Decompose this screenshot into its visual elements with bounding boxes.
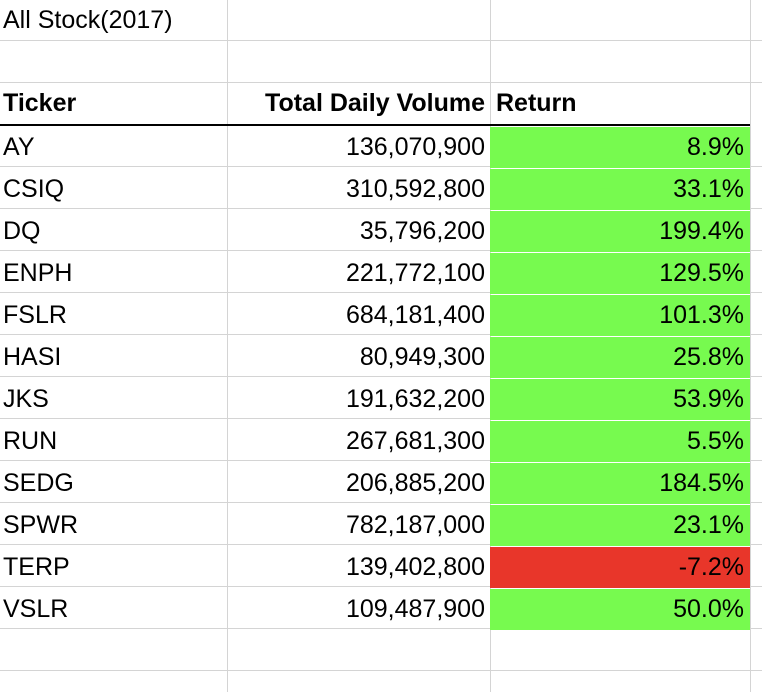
ticker-cell[interactable]: AY — [3, 133, 35, 161]
row-divider — [0, 586, 762, 587]
volume-cell[interactable]: 267,681,300 — [345, 427, 485, 455]
return-cell-positive[interactable]: 50.0% — [490, 589, 750, 630]
return-cell-positive[interactable]: 129.5% — [490, 253, 750, 294]
column-divider-a-b — [227, 0, 228, 692]
ticker-cell[interactable]: DQ — [3, 217, 41, 245]
volume-cell[interactable]: 221,772,100 — [345, 259, 485, 287]
ticker-cell[interactable]: CSIQ — [3, 175, 65, 203]
return-cell-positive[interactable]: 101.3% — [490, 295, 750, 336]
header-ticker-cell[interactable]: Ticker — [3, 89, 77, 117]
volume-cell[interactable]: 782,187,000 — [345, 511, 485, 539]
return-cell-negative[interactable]: -7.2% — [490, 547, 750, 588]
row-divider — [0, 376, 762, 377]
row-divider — [0, 292, 762, 293]
row-divider — [0, 166, 762, 167]
ticker-cell[interactable]: HASI — [3, 343, 62, 371]
ticker-cell[interactable]: TERP — [3, 553, 70, 581]
volume-cell[interactable]: 191,632,200 — [345, 385, 485, 413]
header-bottom-border — [0, 124, 750, 126]
volume-cell[interactable]: 206,885,200 — [345, 469, 485, 497]
return-cell-positive[interactable]: 23.1% — [490, 505, 750, 546]
volume-cell[interactable]: 109,487,900 — [345, 595, 485, 623]
row-divider — [0, 334, 762, 335]
ticker-cell[interactable]: SEDG — [3, 469, 74, 497]
volume-cell[interactable]: 80,949,300 — [359, 343, 485, 371]
row-divider — [0, 460, 762, 461]
row-divider — [0, 208, 762, 209]
ticker-cell[interactable]: JKS — [3, 385, 49, 413]
volume-cell[interactable]: 136,070,900 — [345, 133, 485, 161]
header-volume-cell[interactable]: Total Daily Volume — [265, 89, 485, 117]
row-divider — [0, 250, 762, 251]
header-return-cell[interactable]: Return — [496, 89, 577, 117]
ticker-cell[interactable]: ENPH — [3, 259, 73, 287]
row-divider — [0, 502, 762, 503]
column-divider-c-d — [750, 0, 751, 692]
ticker-cell[interactable]: RUN — [3, 427, 58, 455]
return-cell-positive[interactable]: 5.5% — [490, 421, 750, 462]
row-divider — [0, 418, 762, 419]
volume-cell[interactable]: 684,181,400 — [345, 301, 485, 329]
row-divider — [0, 40, 762, 41]
volume-cell[interactable]: 310,592,800 — [345, 175, 485, 203]
return-cell-positive[interactable]: 33.1% — [490, 169, 750, 210]
row-divider — [0, 670, 762, 671]
row-divider — [0, 544, 762, 545]
return-cell-positive[interactable]: 184.5% — [490, 463, 750, 504]
row-divider — [0, 82, 762, 83]
ticker-cell[interactable]: VSLR — [3, 595, 69, 623]
sheet-title-cell[interactable]: All Stock(2017) — [3, 6, 173, 34]
return-cell-positive[interactable]: 53.9% — [490, 379, 750, 420]
volume-cell[interactable]: 139,402,800 — [345, 553, 485, 581]
row-divider — [0, 628, 762, 629]
ticker-cell[interactable]: FSLR — [3, 301, 67, 329]
return-cell-positive[interactable]: 199.4% — [490, 211, 750, 252]
return-cell-positive[interactable]: 8.9% — [490, 127, 750, 168]
return-cell-positive[interactable]: 25.8% — [490, 337, 750, 378]
ticker-cell[interactable]: SPWR — [3, 511, 78, 539]
volume-cell[interactable]: 35,796,200 — [359, 217, 485, 245]
